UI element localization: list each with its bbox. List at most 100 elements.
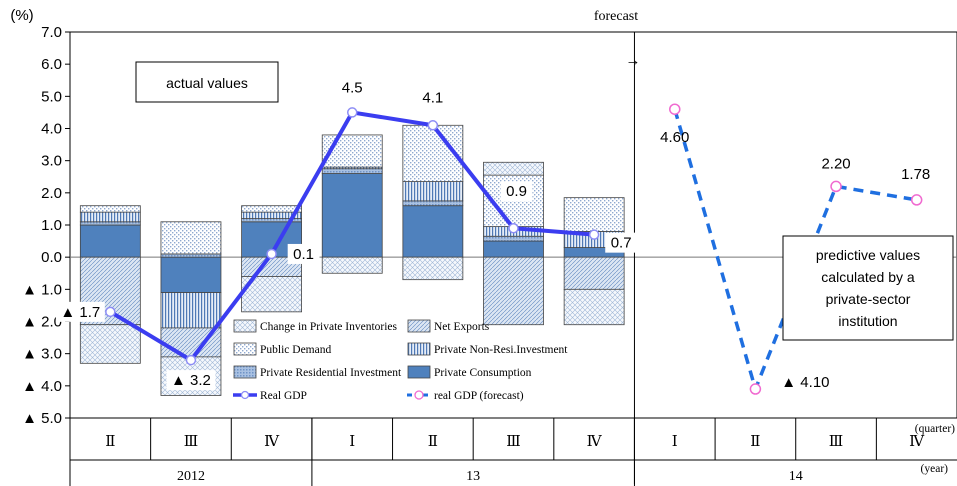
y-tick-label: 6.0 (41, 56, 62, 73)
predictive-values-line: calculated by a (821, 269, 915, 285)
bar-segment-pd (160, 221, 222, 255)
legend-label: Private Consumption (434, 367, 532, 379)
y-tick-label: 7.0 (41, 24, 62, 41)
legend-swatch-pni (407, 342, 431, 356)
bar-segment-cpi (483, 161, 544, 176)
quarter-label: Ⅲ (506, 434, 520, 450)
real-gdp-point (346, 107, 358, 118)
quarter-label: Ⅳ (587, 434, 603, 450)
quarter-label: Ⅲ (184, 434, 198, 450)
real-gdp-label: 0.7 (611, 235, 632, 252)
real-gdp-label-bg (336, 77, 369, 98)
year-label: 2012 (177, 469, 205, 484)
real-gdp-label-bg (287, 243, 320, 264)
bar-segment-pni (160, 292, 222, 329)
predictive-values-line: predictive values (816, 247, 920, 263)
bar-segment-pd (241, 205, 302, 213)
real-gdp-label: 4.1 (422, 89, 443, 106)
bar-segment-ne (563, 256, 625, 290)
forecast-arrow: → (626, 52, 641, 69)
real-gdp-label: 0.9 (506, 183, 527, 200)
legend-marker-forecast (414, 390, 424, 400)
year-label: 13 (466, 469, 480, 484)
y-tick-label: ▲ 3.0 (22, 346, 62, 363)
predictive-values-line: institution (838, 313, 897, 329)
y-tick-label: ▲ 4.0 (22, 378, 62, 395)
quarter-label: Ⅳ (909, 434, 925, 450)
real-gdp-label: 0.1 (293, 246, 314, 263)
bar-segment-pri (402, 200, 464, 207)
quarter-label: Ⅳ (264, 434, 280, 450)
bar-segment-pc (160, 256, 222, 293)
bar-segment-cpi (402, 256, 464, 281)
bar-segment-pc (402, 205, 464, 258)
y-tick-label: 4.0 (41, 121, 62, 138)
legend-swatch-cpi (233, 319, 257, 333)
actual-values-label: actual values (166, 75, 248, 91)
bar-segment-pri (483, 235, 544, 242)
real-gdp-label-bg (500, 181, 533, 202)
real-gdp-point (105, 306, 116, 318)
y-tick-label: 2.0 (41, 185, 62, 202)
real-gdp-label-bg (55, 301, 105, 322)
y-tick-label: 0.0 (41, 249, 62, 266)
real-gdp-point (508, 222, 519, 234)
legend-label: Change in Private Inventories (260, 321, 398, 333)
quarter-label: Ⅰ (672, 434, 678, 450)
real-gdp-label: 4.5 (342, 79, 363, 96)
bar-segment-pri (79, 221, 141, 226)
forecast-point (669, 103, 681, 115)
bar-segment-pri (160, 253, 222, 258)
legend-label: Real GDP (260, 390, 307, 402)
y-tick-label: 1.0 (41, 217, 62, 234)
legend-label: Net Exports (434, 321, 490, 333)
y-unit-label: (%) (10, 7, 33, 24)
legend-label: Private Non-Resi.Investment (434, 344, 568, 356)
forecast-label-text: forecast (594, 9, 638, 24)
y-tick-label: ▲ 5.0 (22, 410, 62, 427)
real-gdp-label: ▲ 3.2 (171, 372, 211, 389)
real-gdp-point (588, 229, 600, 240)
bar-segment-cpi (321, 256, 383, 274)
bar-segment-pni (79, 211, 141, 223)
bar-segment-pc (79, 224, 141, 258)
legend-label: Public Demand (260, 344, 331, 356)
real-gdp-point (266, 248, 277, 260)
predictive-values-line: private-sector (826, 291, 911, 307)
real-gdp-point (427, 120, 439, 131)
year-label: 14 (789, 469, 803, 484)
forecast-label: 1.78 (901, 166, 930, 183)
bar-segment-pd (79, 205, 141, 213)
forecast-point (910, 194, 923, 206)
quarter-label: Ⅱ (750, 434, 760, 450)
real-gdp-label: ▲ 1.7 (60, 304, 100, 321)
legend-label: real GDP (forecast) (434, 390, 524, 402)
legend-swatch-pd (233, 342, 257, 356)
quarter-label: Ⅱ (428, 434, 438, 450)
bar-segment-ne (483, 256, 544, 326)
predictive-values-box (782, 235, 954, 341)
forecast-point (830, 180, 842, 193)
y-tick-label: ▲ 2.0 (22, 314, 62, 331)
real-gdp-point (185, 354, 197, 366)
real-gdp-label-bg (605, 232, 638, 253)
legend-marker-real-gdp (240, 390, 250, 400)
forecast-label: ▲ 4.10 (781, 374, 829, 391)
quarter-label: Ⅱ (105, 434, 115, 450)
forecast-label: 2.20 (821, 155, 850, 172)
legend-swatch-pc (407, 365, 431, 379)
actual-values-box (135, 61, 279, 103)
bar-segment-pc (321, 173, 383, 258)
y-tick-label: 3.0 (41, 153, 62, 170)
forecast-point (749, 383, 762, 395)
year-axis-label: (year) (921, 463, 949, 475)
quarter-axis-label: (quarter) (915, 423, 955, 435)
forecast-label: 4.60 (660, 129, 689, 146)
bar-segment-pri (321, 168, 383, 174)
bar-segment-pni (402, 181, 464, 202)
y-tick-label: ▲ 1.0 (22, 281, 62, 298)
legend-swatch-ne (407, 319, 431, 333)
quarter-label: Ⅲ (829, 434, 843, 450)
bar-segment-cpi (79, 324, 141, 364)
